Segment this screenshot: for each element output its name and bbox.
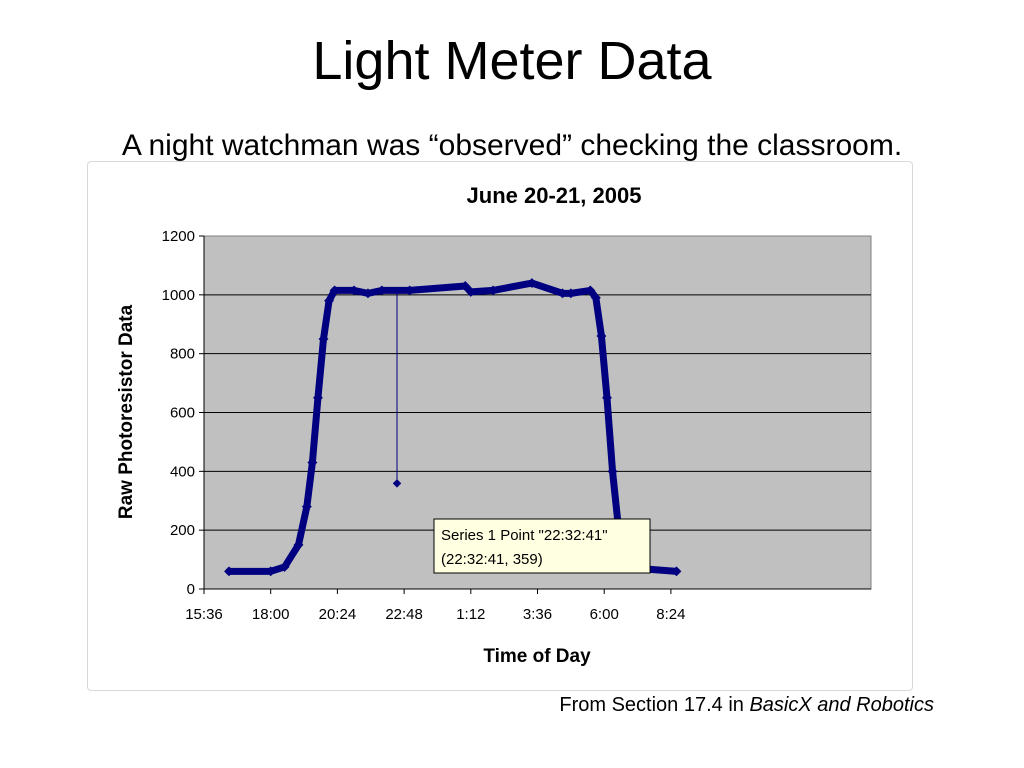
data-point[interactable] <box>265 566 276 577</box>
slide-title: Light Meter Data <box>312 31 712 91</box>
y-tick-label: 1200 <box>162 228 195 245</box>
data-point[interactable] <box>557 288 568 299</box>
data-point[interactable] <box>526 278 537 289</box>
x-axis-label: Time of Day <box>483 646 591 667</box>
data-point[interactable] <box>279 561 290 572</box>
x-tick-label: 3:36 <box>523 606 552 623</box>
data-point[interactable] <box>312 392 323 403</box>
data-point-selected[interactable] <box>392 479 402 488</box>
data-point[interactable] <box>329 285 340 296</box>
data-point[interactable] <box>590 292 601 303</box>
tooltip-line-2: (22:32:41, 359) <box>441 551 543 568</box>
tooltip-box <box>433 518 651 574</box>
data-point[interactable] <box>324 295 335 306</box>
data-series <box>224 278 682 577</box>
data-point[interactable] <box>224 566 234 577</box>
chart-title: June 20-21, 2005 <box>467 183 642 208</box>
x-tick-label: 20:24 <box>319 606 357 623</box>
y-tick-label: 600 <box>170 405 195 422</box>
chart-canvas: June 20-21, 2005 0 200 400 600 800 1000 1200 15… <box>116 183 872 667</box>
data-point[interactable] <box>293 539 304 550</box>
x-tick-label: 18:00 <box>252 606 290 623</box>
data-point[interactable] <box>607 466 618 477</box>
y-tick-label: 0 <box>187 581 195 598</box>
y-tick-label: 200 <box>170 522 195 539</box>
data-point[interactable] <box>318 334 329 344</box>
data-point[interactable] <box>565 288 576 299</box>
x-tick-label: 1:12 <box>456 606 485 623</box>
data-tooltip: Series 1 Point "22:32:41" (22:32:41, 359… <box>433 518 651 574</box>
source-prefix: From Section 17.4 in <box>559 694 750 716</box>
data-point[interactable] <box>307 457 318 468</box>
y-axis-label: Raw Photoresistor Data <box>116 304 137 519</box>
data-point[interactable] <box>671 566 682 577</box>
data-point[interactable] <box>596 331 607 341</box>
y-tick-label: 1000 <box>162 287 195 304</box>
y-tick-label: 400 <box>170 463 195 480</box>
x-tick-label: 15:36 <box>185 606 223 623</box>
slide-subtitle: A night watchman was “observed” checking… <box>121 129 903 162</box>
x-tick-label: 8:24 <box>656 606 685 623</box>
source-book-title: BasicX and Robotics <box>749 694 934 716</box>
x-tick-label: 6:00 <box>590 606 619 623</box>
chart-frame: June 20-21, 2005 0 200 400 600 800 1000 1200 15… <box>87 161 913 691</box>
tooltip-line-1: Series 1 Point "22:32:41" <box>441 527 608 544</box>
x-tick-label: 22:48 <box>385 606 423 623</box>
data-point[interactable] <box>363 288 373 299</box>
y-tick-label: 800 <box>170 346 195 363</box>
data-point[interactable] <box>602 392 612 403</box>
source-note: From Section 17.4 in BasicX and Robotics <box>559 694 934 717</box>
axes: 0 200 400 600 800 1000 1200 15:36 18:00 20:24 22:4… <box>162 228 871 623</box>
